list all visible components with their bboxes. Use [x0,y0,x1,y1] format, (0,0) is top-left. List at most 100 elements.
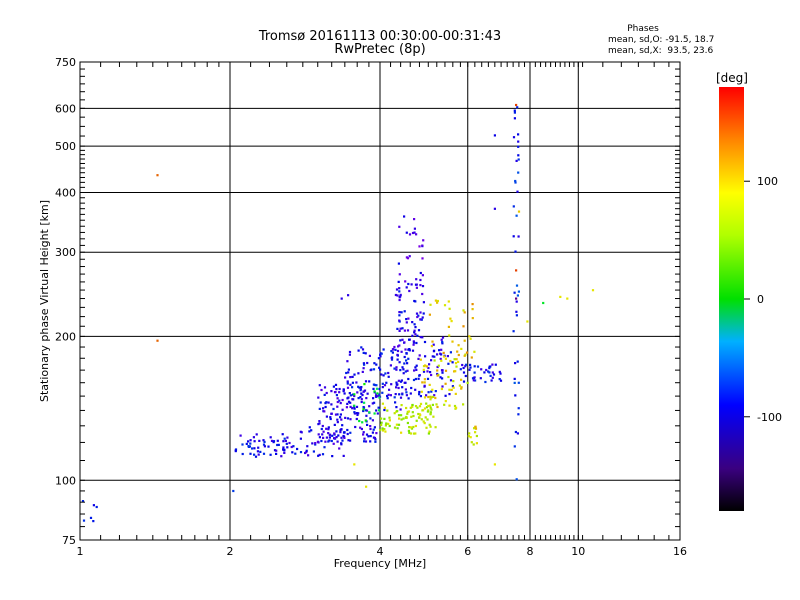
data-point [338,447,341,450]
data-point [373,401,376,404]
data-point [290,445,293,449]
data-point [267,445,270,448]
data-point [374,440,377,443]
y-tick-label: 500 [55,140,76,153]
data-point [358,419,361,423]
data-point [426,370,429,373]
data-point [407,357,410,360]
data-point [385,422,388,425]
data-point [375,387,379,390]
data-point [516,294,519,297]
data-point [388,424,391,428]
data-point [95,505,98,509]
data-point [362,409,365,413]
data-point [391,356,394,359]
data-point [81,500,85,503]
legend-line-o: mean, sd,O: -91.5, 18.7 [608,35,714,45]
data-point [348,392,351,395]
data-point [379,353,382,356]
data-point [441,385,444,388]
data-point [517,381,520,384]
data-point [241,452,244,456]
data-point [451,340,454,343]
data-point [479,377,482,380]
data-point [249,452,252,455]
data-point [512,235,515,238]
data-point [436,301,439,304]
data-point [347,371,350,374]
data-point [356,412,359,415]
data-point [332,385,335,388]
data-point [362,362,365,365]
data-point [362,351,365,354]
data-point [428,383,431,386]
axis-ticks [80,62,680,540]
data-point [413,218,416,221]
data-point [399,327,402,330]
data-point [372,428,375,431]
data-point [498,378,501,381]
data-point [340,436,343,439]
chart-subtitle: RwPretec (8p) [334,42,425,57]
data-point [283,437,286,440]
data-point [322,407,325,410]
data-point [373,362,376,365]
data-point [365,397,368,400]
data-point [335,436,338,439]
data-point [363,383,366,386]
data-point [517,171,520,174]
colorbar-tick-label: -100 [757,411,782,424]
data-point [346,386,350,389]
data-point [401,338,404,341]
data-point [400,404,403,407]
data-point [346,360,349,363]
data-point [462,309,465,312]
data-point [395,406,398,409]
data-point [405,256,408,259]
data-point [433,359,436,362]
colorbar-tick-label: 100 [757,175,778,188]
data-point [342,454,345,457]
data-point [395,386,398,389]
data-point [474,431,477,434]
data-point [442,355,446,358]
data-point [414,432,417,435]
data-point [346,380,349,383]
data-point [322,436,325,439]
data-point [362,367,365,370]
data-point [559,295,562,298]
data-point [281,433,284,436]
data-point [386,394,389,398]
data-point [323,386,327,389]
data-point [513,381,516,384]
data-point [365,485,368,488]
data-point [434,299,437,302]
data-point [430,408,433,411]
data-point [296,447,299,451]
data-point [412,425,415,429]
data-point [436,405,439,409]
data-point [283,451,286,454]
data-point [427,409,430,412]
data-point [473,371,476,374]
data-point [515,300,518,303]
x-tick-label: 8 [527,545,534,558]
data-point [472,443,475,446]
data-point [346,432,349,436]
data-point [383,428,386,431]
data-point [349,394,352,397]
data-point [325,415,328,418]
data-point [448,393,451,396]
data-point [346,428,349,432]
data-point [441,371,444,374]
data-point [409,432,413,435]
data-point [398,296,401,299]
data-point [491,371,494,374]
data-point [436,374,439,377]
data-point [517,235,520,238]
data-point [466,381,469,384]
data-point [282,448,285,451]
data-point [444,369,448,372]
data-point [380,373,383,376]
data-point [347,396,350,399]
